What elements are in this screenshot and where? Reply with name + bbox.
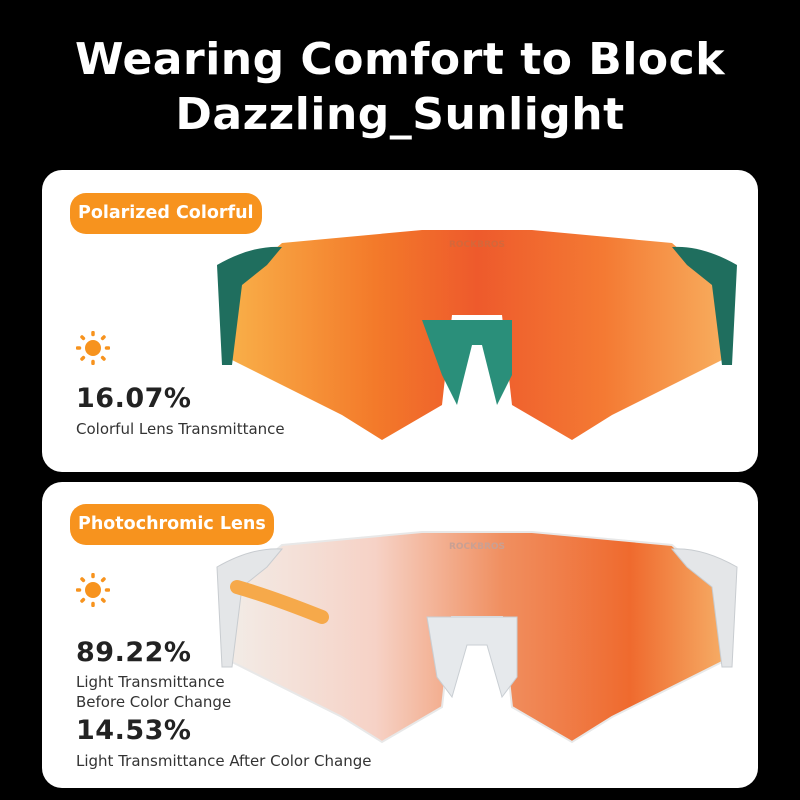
polarized-glasses-image: ROCKBROS [217,230,737,440]
sun-icon [76,331,110,365]
after-change-value: 14.53% [76,715,192,746]
photochromic-card: ROCKBROS Photochromic Lens 89.22% Light … [42,482,758,788]
photochromic-badge: Photochromic Lens [70,504,274,545]
after-change-label: Light Transmittance After Color Change [76,752,372,770]
sun-icon [76,573,110,607]
polarized-transmittance-value: 16.07% [76,383,192,414]
headline-line-1: Wearing Comfort to Block [75,34,725,85]
photochromic-glasses-image: ROCKBROS [216,531,738,744]
before-change-value: 89.22% [76,637,192,668]
polarized-transmittance-label: Colorful Lens Transmittance [76,420,285,438]
polarized-card: ROCKBROS Polarized Colorful 16.07% Color… [42,170,758,472]
brand-logo: ROCKBROS [449,542,505,552]
brand-logo: ROCKBROS [449,240,505,250]
before-change-label-line-1: Light Transmittance [76,673,225,691]
headline-line-2: Dazzling_Sunlight [175,89,625,140]
polarized-badge: Polarized Colorful [70,193,262,234]
before-change-label-line-2: Before Color Change [76,693,232,711]
